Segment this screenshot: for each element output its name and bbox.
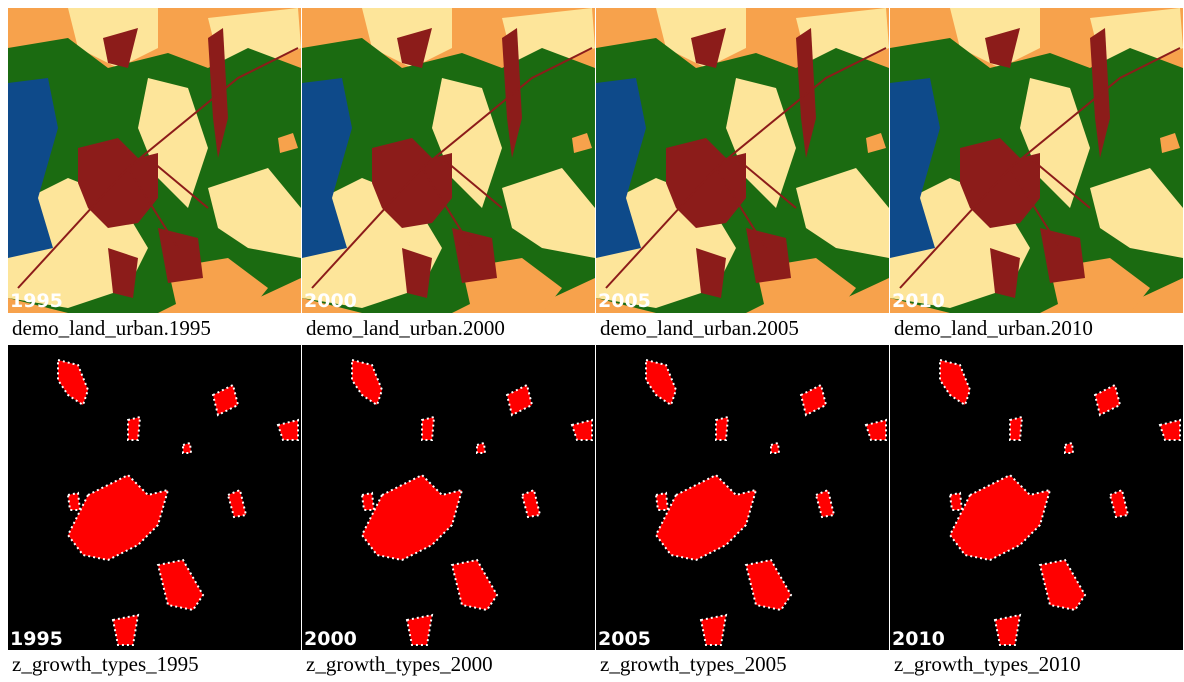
year-label: 1995 bbox=[10, 290, 63, 312]
growth-map: 1995 bbox=[8, 344, 301, 651]
land-map: 2005 bbox=[596, 8, 889, 313]
caption: z_growth_types_2000 bbox=[306, 652, 493, 677]
caption: demo_land_urban.2010 bbox=[894, 316, 1093, 341]
year-label: 2005 bbox=[598, 628, 651, 650]
map-image bbox=[596, 8, 889, 313]
land-map: 2000 bbox=[302, 8, 595, 313]
caption: demo_land_urban.2005 bbox=[600, 316, 799, 341]
growth-map: 2005 bbox=[596, 344, 889, 651]
year-label: 2010 bbox=[892, 290, 945, 312]
map-image bbox=[890, 345, 1183, 650]
caption: demo_land_urban.1995 bbox=[12, 316, 211, 341]
map-image bbox=[302, 8, 595, 313]
land-map: 2010 bbox=[890, 8, 1183, 313]
figure: 1995 demo_land_urban.1995 2000 demo_land_ur… bbox=[0, 0, 1184, 682]
growth-map: 2000 bbox=[302, 344, 595, 651]
year-label: 2000 bbox=[304, 290, 357, 312]
growth-map: 2010 bbox=[890, 344, 1183, 651]
caption: demo_land_urban.2000 bbox=[306, 316, 505, 341]
map-image bbox=[8, 345, 301, 650]
map-image bbox=[302, 345, 595, 650]
land-map: 1995 bbox=[8, 8, 301, 313]
caption: z_growth_types_2005 bbox=[600, 652, 787, 677]
caption: z_growth_types_1995 bbox=[12, 652, 199, 677]
year-label: 2000 bbox=[304, 628, 357, 650]
year-label: 2005 bbox=[598, 290, 651, 312]
caption: z_growth_types_2010 bbox=[894, 652, 1081, 677]
year-label: 1995 bbox=[10, 628, 63, 650]
year-label: 2010 bbox=[892, 628, 945, 650]
map-image bbox=[890, 8, 1183, 313]
map-image bbox=[8, 8, 301, 313]
map-image bbox=[596, 345, 889, 650]
